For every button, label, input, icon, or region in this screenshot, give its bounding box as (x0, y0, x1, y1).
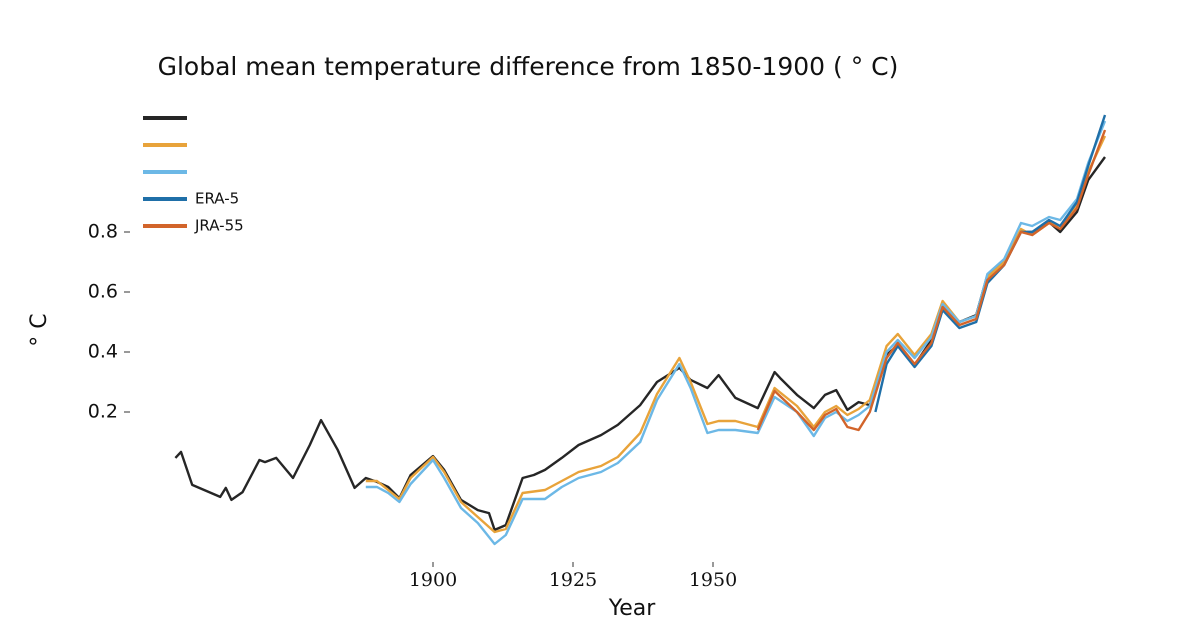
series-line (756, 129, 1107, 432)
x-tick-label: 1950 (689, 569, 737, 591)
x-tick-label: 1900 (409, 569, 457, 591)
y-axis-label: ° C (27, 313, 52, 346)
series-line (365, 120, 1107, 546)
x-axis-label: Year (608, 596, 657, 621)
y-tick-label: 0.8 (88, 221, 118, 243)
y-tick-label: 0.4 (88, 341, 118, 363)
series-line (874, 114, 1107, 413)
x-tick-label: 1925 (549, 569, 597, 591)
chart-title: Global mean temperature difference from … (158, 52, 899, 81)
series-line (174, 156, 1106, 532)
legend-label: JRA-55 (194, 217, 244, 235)
y-tick-label: 0.2 (88, 401, 118, 423)
series-line (365, 135, 1107, 534)
legend-label: ERA-5 (195, 190, 239, 208)
y-tick-label: 0.6 (88, 281, 118, 303)
